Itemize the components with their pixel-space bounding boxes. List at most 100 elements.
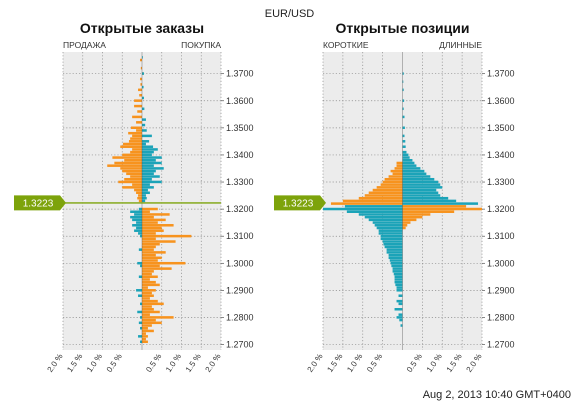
- bar-teal-35: [368, 218, 403, 222]
- bar-orange-73: [142, 297, 150, 300]
- bar-orange-53: [142, 242, 160, 246]
- bar-orange-20: [132, 148, 142, 151]
- current-price-label: 1.3223: [283, 198, 314, 209]
- bar-orange-69: [142, 286, 148, 289]
- y-tick-label: 1.3000: [226, 258, 254, 268]
- y-tick-label: 1.3300: [487, 177, 515, 187]
- bar-teal-52: [391, 264, 403, 268]
- bar-teal-62: [398, 294, 403, 297]
- bar-teal-22: [402, 183, 441, 186]
- bar-teal-25: [402, 191, 439, 195]
- y-tick-label: 1.2800: [226, 312, 254, 322]
- bar-orange-49: [142, 232, 156, 235]
- bar-orange-77: [142, 308, 154, 311]
- bar-orange-72: [142, 294, 154, 297]
- bar-teal-12: [142, 148, 158, 151]
- panel-title: Открытые заказы: [80, 20, 204, 36]
- bar-teal-18: [142, 164, 154, 167]
- x-tick-label: 0.5 %: [405, 352, 424, 374]
- bar-orange-36: [136, 191, 142, 195]
- bar-orange-74: [142, 299, 158, 303]
- y-tick-label: 1.3600: [487, 96, 515, 106]
- x-tick-label: 1.0 %: [85, 352, 104, 374]
- bar-teal-18: [402, 172, 427, 176]
- bar-teal-53: [140, 326, 142, 330]
- bar-teal-28: [142, 191, 150, 195]
- bar-orange-83: [142, 324, 152, 327]
- bar-orange-7: [382, 180, 403, 184]
- bar-teal-31: [323, 207, 403, 211]
- bar-orange-71: [142, 291, 152, 295]
- x-tick-label: 1.5 %: [65, 352, 84, 374]
- bar-orange-34: [122, 186, 142, 189]
- bar-teal-11: [142, 145, 154, 148]
- bar-orange-46: [142, 224, 174, 227]
- bar-teal-44: [383, 242, 403, 246]
- current-price-marker-left: [14, 195, 66, 211]
- pair-title: EUR/USD: [265, 8, 315, 20]
- bar-orange-30: [130, 175, 142, 178]
- bar-teal-54: [392, 270, 403, 273]
- bar-orange-12: [364, 194, 403, 197]
- bar-orange-39: [138, 199, 142, 203]
- bar-orange-22: [402, 221, 411, 224]
- bar-teal-67: [396, 316, 403, 319]
- bar-teal-42: [140, 234, 142, 238]
- left-side-label: ПРОДАЖА: [63, 40, 106, 50]
- bar-teal-36: [372, 221, 403, 224]
- bar-orange-5: [138, 88, 142, 92]
- bar-orange-86: [142, 332, 146, 335]
- bar-teal-36: [132, 218, 142, 222]
- bar-orange-56: [142, 251, 166, 254]
- bar-orange-64: [142, 272, 152, 276]
- y-tick-label: 1.2900: [226, 285, 254, 295]
- current-price-indicator: 1.3223 1.3223: [14, 195, 326, 211]
- bar-teal-34: [364, 215, 403, 219]
- bar-teal-32: [346, 210, 403, 213]
- y-tick-label: 1.2700: [487, 340, 515, 350]
- bar-orange-15: [330, 202, 403, 205]
- y-tick-label: 1.3600: [226, 96, 254, 106]
- y-tick-label: 1.2900: [487, 285, 515, 295]
- x-tick-label: 2.0 %: [465, 352, 484, 374]
- bar-teal-66: [398, 313, 403, 316]
- bar-teal-42: [380, 237, 403, 241]
- bar-orange-13: [358, 196, 403, 200]
- bar-teal-45: [140, 264, 142, 268]
- open-positions-panel: Открытые позиции КОРОТКИЕ ДЛИННЫЕ 1.2700 1.2…: [306, 20, 515, 374]
- bar-teal-47: [386, 251, 403, 254]
- bar-teal-38: [376, 226, 403, 230]
- panel-title: Открытые позиции: [336, 20, 470, 36]
- bar-orange-25: [114, 161, 142, 165]
- bar-orange-4: [392, 172, 403, 176]
- bar-orange-84: [142, 326, 148, 330]
- bar-orange-66: [142, 278, 150, 281]
- bar-orange-5: [388, 175, 403, 178]
- bar-teal-23: [142, 177, 152, 181]
- bar-orange-59: [142, 259, 158, 262]
- bar-teal-64: [398, 302, 403, 306]
- bar-teal-14: [142, 153, 152, 157]
- bar-orange-21: [130, 150, 142, 154]
- y-tick-label: 1.3200: [226, 204, 254, 214]
- bar-teal-10: [142, 142, 146, 146]
- y-tick-label: 1.3500: [226, 123, 254, 133]
- bar-teal-28: [402, 199, 457, 203]
- bar-orange-51: [142, 237, 156, 241]
- bar-teal-39: [136, 226, 142, 230]
- y-tick-label: 1.3500: [487, 123, 515, 133]
- x-tick-label: 1.5 %: [325, 352, 344, 374]
- bar-teal-7: [142, 129, 147, 132]
- bar-teal-20: [402, 177, 435, 181]
- bar-teal-39: [378, 229, 403, 232]
- y-tick-label: 1.2700: [226, 340, 254, 350]
- bar-teal-10: [402, 150, 407, 154]
- bar-teal-34: [134, 213, 142, 216]
- bar-orange-17: [128, 140, 142, 143]
- bar-orange-7: [134, 99, 142, 102]
- bar-teal-41: [380, 234, 403, 238]
- bar-orange-79: [142, 313, 150, 316]
- bar-orange-87: [142, 335, 148, 338]
- bar-orange-18: [123, 142, 142, 146]
